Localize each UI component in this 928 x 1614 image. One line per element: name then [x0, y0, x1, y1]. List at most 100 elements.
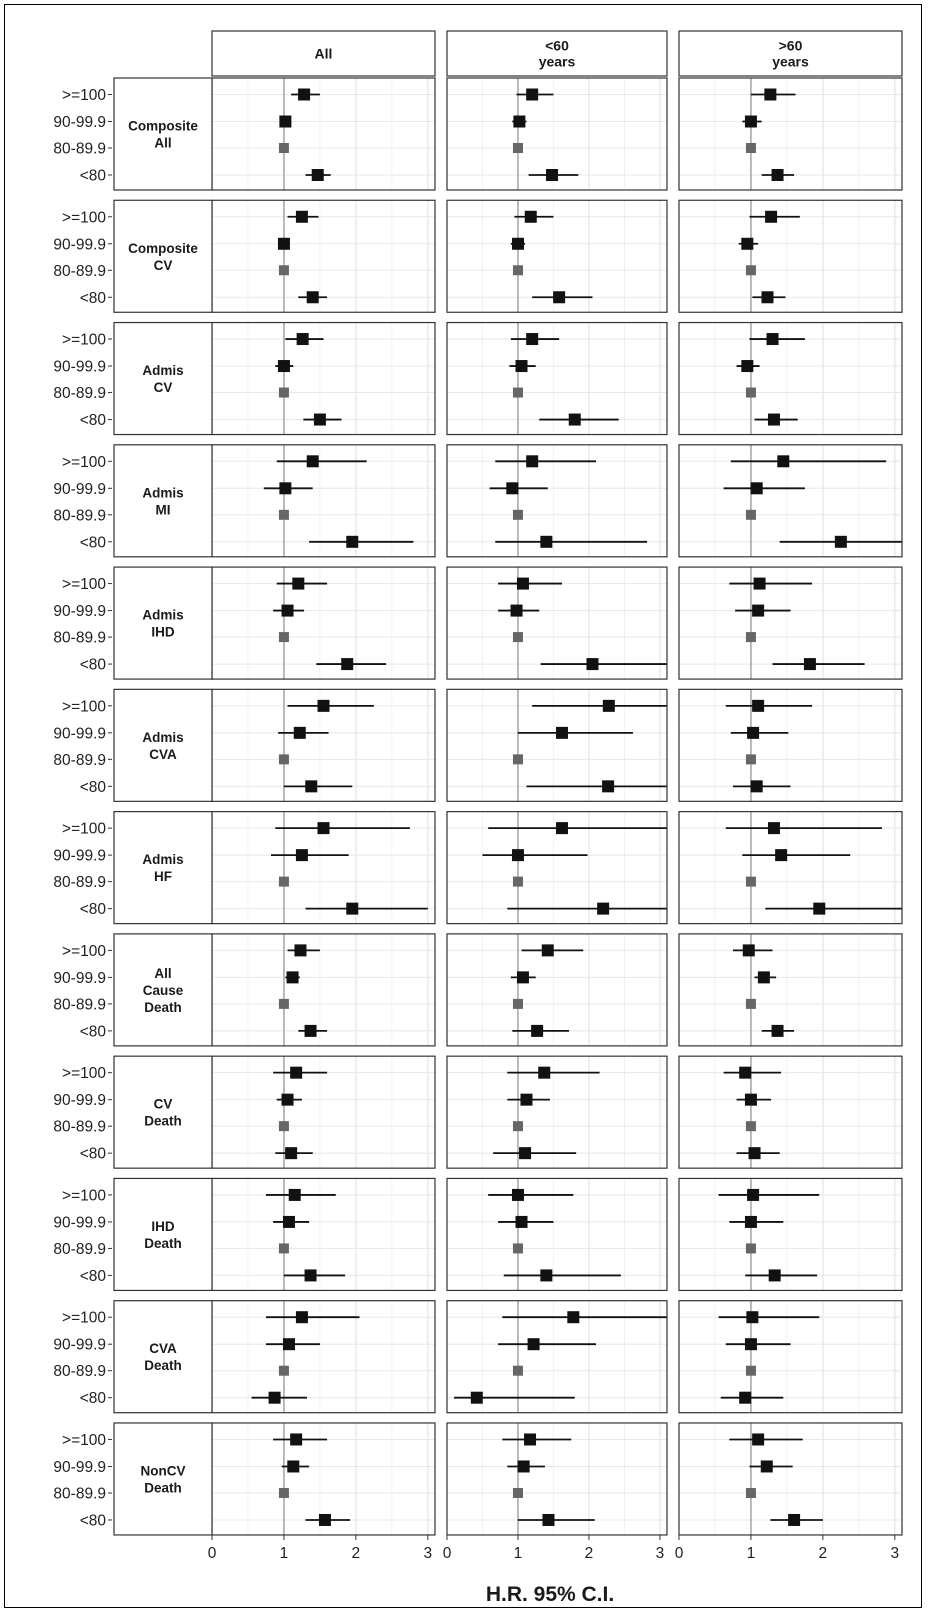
y-tick-label: 90-99.9 — [53, 236, 106, 253]
y-tick-label: 80-89.9 — [53, 874, 106, 891]
row-strip-label: Death — [144, 1000, 182, 1015]
y-tick-label: 80-89.9 — [53, 507, 106, 524]
y-tick-label: 80-89.9 — [53, 752, 106, 769]
reference-point — [278, 387, 289, 398]
point-estimate — [803, 658, 816, 671]
point-estimate — [510, 604, 523, 617]
point-estimate — [761, 291, 774, 304]
panel-all — [211, 811, 436, 925]
point-estimate — [771, 1024, 784, 1037]
panel-lt60 — [446, 1300, 668, 1414]
point-estimate — [516, 971, 529, 984]
y-tick-label: 90-99.9 — [53, 848, 106, 865]
x-tick-label: 1 — [514, 1545, 523, 1562]
panel-gt60 — [678, 811, 903, 925]
panel-all — [211, 321, 436, 436]
y-tick-label: 90-99.9 — [53, 1092, 106, 1109]
reference-point — [745, 265, 756, 276]
y-tick-label: <80 — [80, 534, 107, 551]
panel-gt60 — [678, 1300, 903, 1414]
point-estimate — [602, 780, 615, 793]
point-estimate — [313, 413, 326, 426]
point-estimate — [290, 1433, 303, 1446]
point-estimate — [520, 1093, 533, 1106]
y-tick-label: 80-89.9 — [53, 1363, 106, 1380]
panel-border — [678, 444, 903, 558]
row-strip — [113, 688, 213, 802]
reference-point — [745, 754, 756, 765]
y-tick-label: 90-99.9 — [53, 359, 106, 376]
point-estimate — [775, 849, 788, 862]
panel-border — [678, 199, 903, 313]
point-estimate — [777, 455, 790, 468]
reference-point — [278, 632, 289, 643]
reference-point — [512, 632, 523, 643]
x-tick-label: 0 — [675, 1545, 684, 1562]
panel-border — [446, 566, 668, 680]
point-estimate — [741, 360, 754, 373]
y-tick-label: <80 — [80, 779, 107, 796]
row-strip-label: CVA — [149, 747, 177, 762]
x-tick-label: 3 — [423, 1545, 432, 1562]
y-tick-label: >=100 — [62, 332, 106, 349]
y-tick-label: 90-99.9 — [53, 1214, 106, 1231]
panel-border — [446, 1055, 668, 1169]
point-estimate — [567, 1311, 580, 1324]
row-strip-label: Admis — [142, 608, 183, 623]
panel-border — [446, 444, 668, 558]
row-strip-label: Admis — [142, 485, 183, 500]
x-tick-label: 2 — [819, 1545, 828, 1562]
x-tick-label: 1 — [747, 1545, 756, 1562]
reference-point — [278, 509, 289, 520]
point-estimate — [304, 1024, 317, 1037]
point-estimate — [295, 210, 308, 223]
point-estimate — [294, 944, 307, 957]
panel-border — [446, 1177, 668, 1292]
panel-gt60 — [678, 1055, 903, 1169]
x-tick-label: 0 — [443, 1545, 452, 1562]
y-tick-label: 80-89.9 — [53, 263, 106, 280]
y-tick-label: <80 — [80, 168, 107, 185]
reference-point — [745, 143, 756, 153]
y-tick-label: 90-99.9 — [53, 725, 106, 742]
point-estimate — [750, 780, 763, 793]
y-tick-label: >=100 — [62, 87, 106, 104]
point-estimate — [526, 88, 539, 101]
reference-point — [278, 754, 289, 765]
point-estimate — [506, 482, 519, 495]
x-tick-label: 3 — [890, 1545, 899, 1562]
point-estimate — [531, 1024, 544, 1037]
point-estimate — [752, 1433, 765, 1446]
panels — [211, 77, 903, 1536]
panel-border — [446, 77, 668, 191]
point-estimate — [527, 1338, 540, 1351]
point-estimate — [282, 1215, 295, 1228]
panel-gt60 — [678, 199, 903, 313]
point-estimate — [746, 1311, 759, 1324]
row-strip — [113, 1300, 213, 1414]
point-estimate — [542, 1513, 555, 1526]
reference-point — [745, 1243, 756, 1254]
panel-lt60 — [446, 1055, 668, 1169]
panel-gt60 — [678, 1177, 903, 1292]
point-estimate — [553, 291, 566, 304]
point-estimate — [742, 944, 755, 957]
panel-all — [211, 688, 436, 802]
point-estimate — [541, 944, 554, 957]
point-estimate — [597, 902, 610, 915]
row-strip — [113, 77, 213, 191]
column-strip-lt60 — [446, 30, 668, 77]
panel-border — [446, 688, 668, 802]
panel-lt60 — [446, 1177, 668, 1292]
point-estimate — [757, 971, 770, 984]
point-estimate — [813, 902, 826, 915]
y-tick-label: 90-99.9 — [53, 1459, 106, 1476]
point-estimate — [526, 333, 539, 346]
x-tick-label: 3 — [656, 1545, 665, 1562]
column-strip-label: <60 — [545, 38, 569, 54]
row-strip — [113, 1422, 213, 1536]
y-tick-label: <80 — [80, 1023, 107, 1040]
reference-point — [278, 1121, 289, 1132]
row-strip-label: Admis — [142, 730, 183, 745]
